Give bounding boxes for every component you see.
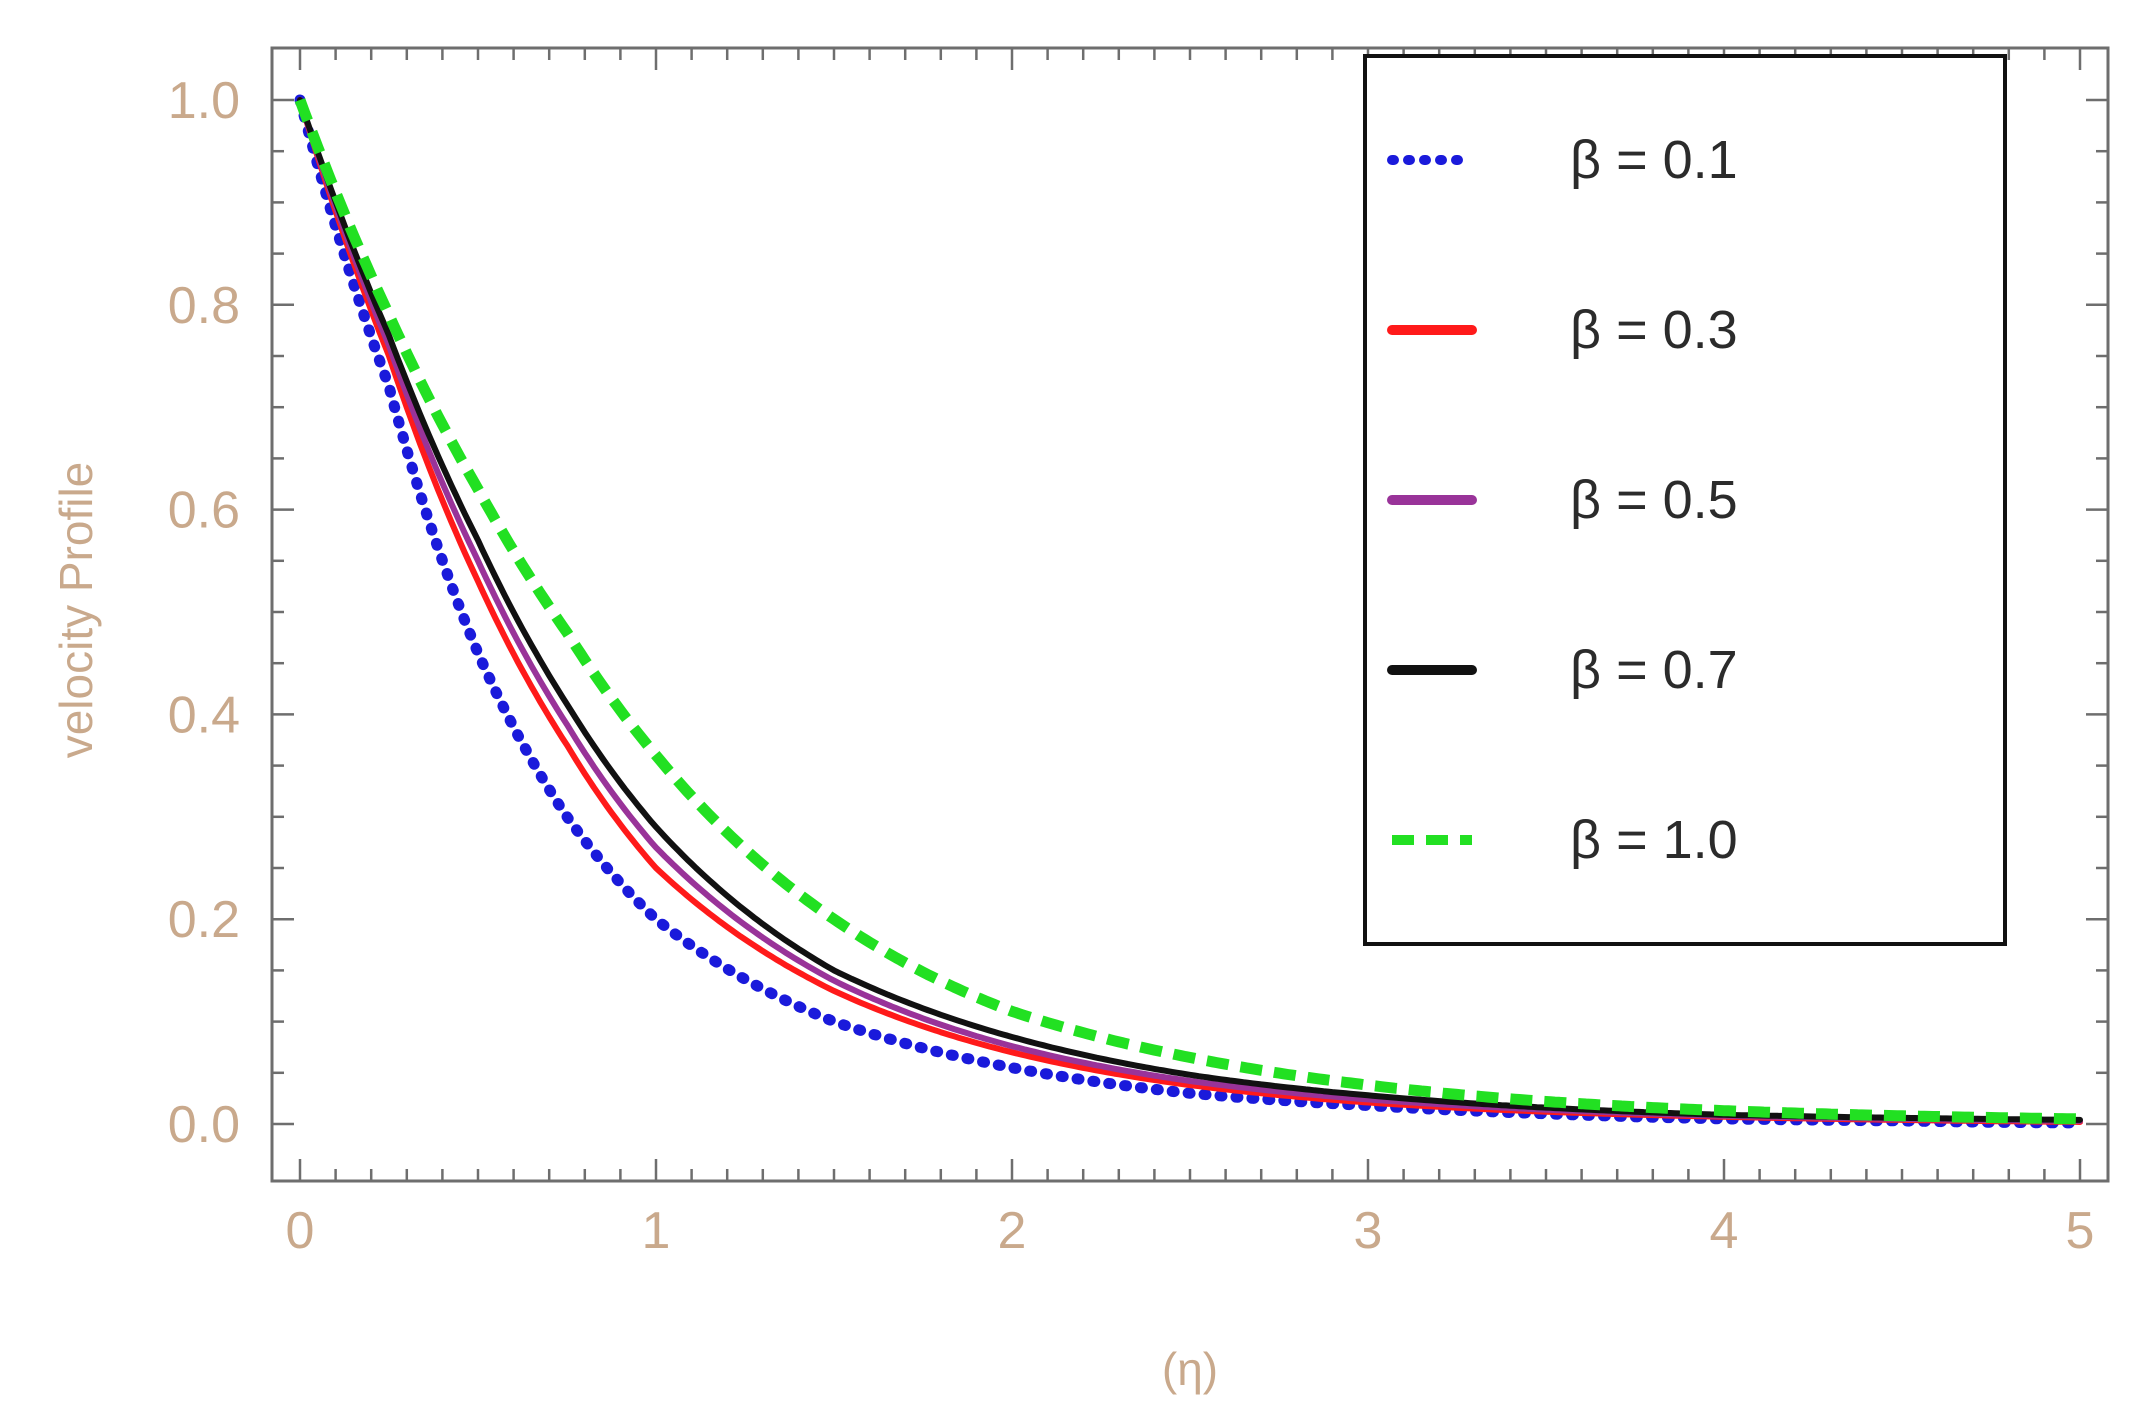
legend-label-1: β = 0.1 — [1570, 130, 1738, 190]
axis-ticks — [272, 48, 2108, 1181]
legend: β = 0.1 β = 0.3 β = 0.5 β = 0.7 β = 1.0 — [1363, 54, 2007, 946]
legend-label-3: β = 0.5 — [1570, 470, 1738, 530]
legend-label-5: β = 1.0 — [1570, 810, 1738, 870]
y-tick-label: 1.0 — [168, 72, 240, 130]
series-line-5 — [294, 98, 2082, 1125]
x-axis-title: (η) — [1162, 1343, 1218, 1395]
x-tick-label: 2 — [998, 1202, 1027, 1260]
y-tick-label: 0.4 — [168, 686, 240, 744]
y-tick-label: 0.0 — [168, 1096, 240, 1154]
y-axis-title: velocity Profile — [50, 462, 102, 759]
y-tick-label: 0.6 — [168, 482, 240, 540]
x-tick-label: 1 — [642, 1202, 671, 1260]
series-lines — [294, 94, 2086, 1129]
x-tick-label: 0 — [286, 1202, 315, 1260]
legend-label-4: β = 0.7 — [1570, 640, 1738, 700]
legend-label-2: β = 0.3 — [1570, 300, 1738, 360]
x-tick-label: 4 — [1710, 1202, 1739, 1260]
axis-tick-labels: 0 1 2 3 4 5 0.0 0.2 0.4 0.6 0.8 1.0 — [168, 72, 2095, 1260]
y-tick-label: 0.2 — [168, 891, 240, 949]
x-tick-label: 5 — [2066, 1202, 2095, 1260]
y-tick-label: 0.8 — [168, 277, 240, 335]
x-tick-label: 3 — [1354, 1202, 1383, 1260]
